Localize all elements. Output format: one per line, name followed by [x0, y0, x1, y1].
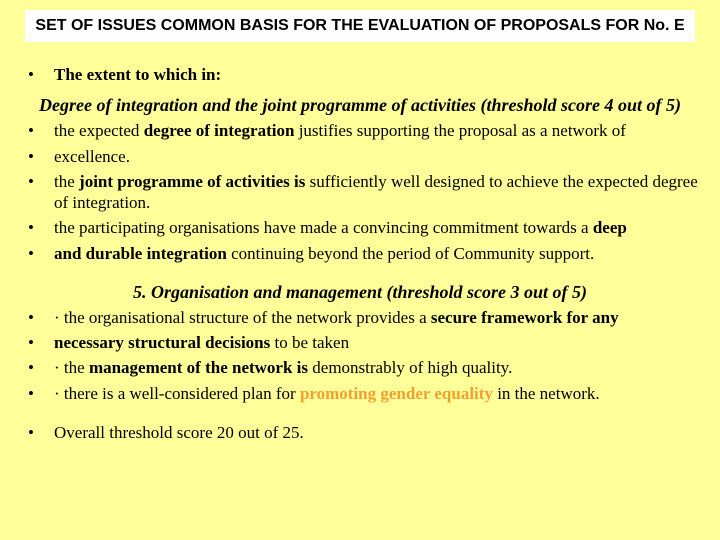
t-bold: secure framework for any [431, 308, 619, 327]
lead-row: • The extent to which in: [22, 64, 698, 85]
lead-text: The extent to which in: [54, 64, 698, 85]
t-bold: necessary structural decisions [54, 333, 270, 352]
list-item: • · the organisational structure of the … [22, 307, 698, 328]
t: in the network. [493, 384, 600, 403]
item-text: · there is a well-considered plan for pr… [54, 383, 698, 404]
t: the [54, 172, 79, 191]
list-item: • · there is a well-considered plan for … [22, 383, 698, 404]
item-text: and durable integration continuing beyon… [54, 243, 698, 264]
item-text: · the management of the network is demon… [54, 357, 698, 378]
bullet-icon: • [22, 332, 54, 353]
item-text: necessary structural decisions to be tak… [54, 332, 698, 353]
slide: SET OF ISSUES COMMON BASIS FOR THE EVALU… [0, 0, 720, 540]
t: · the organisational structure of the ne… [54, 308, 431, 327]
section1-heading: Degree of integration and the joint prog… [22, 95, 698, 116]
bullet-icon: • [22, 307, 54, 328]
t-bold: joint programme of activities is [79, 172, 305, 191]
t-bold: deep [593, 218, 627, 237]
bullet-icon: • [22, 217, 54, 238]
t-highlight: promoting gender equality [300, 384, 493, 403]
t-bold: and durable integration [54, 244, 227, 263]
closing-row: • Overall threshold score 20 out of 25. [22, 422, 698, 443]
bullet-icon: • [22, 357, 54, 378]
bullet-icon: • [22, 422, 54, 443]
t: the expected [54, 121, 144, 140]
t: · there is a well-considered plan for [54, 384, 300, 403]
list-item: • the expected degree of integration jus… [22, 120, 698, 141]
section2-heading: 5. Organisation and management (threshol… [22, 282, 698, 303]
t: justifies supporting the proposal as a n… [294, 121, 625, 140]
item-text: the expected degree of integration justi… [54, 120, 698, 141]
closing-text: Overall threshold score 20 out of 25. [54, 422, 698, 443]
t: continuing beyond the period of Communit… [227, 244, 594, 263]
bullet-icon: • [22, 243, 54, 264]
t: to be taken [270, 333, 349, 352]
t: · the [54, 358, 89, 377]
item-text: the participating organisations have mad… [54, 217, 698, 238]
item-text: excellence. [54, 146, 698, 167]
bullet-icon: • [22, 146, 54, 167]
item-text: · the organisational structure of the ne… [54, 307, 698, 328]
spacer [22, 408, 698, 422]
t-bold: degree of integration [144, 121, 295, 140]
t-bold: management of the network is [89, 358, 308, 377]
bullet-icon: • [22, 64, 54, 85]
slide-title: SET OF ISSUES COMMON BASIS FOR THE EVALU… [25, 10, 695, 42]
bullet-icon: • [22, 171, 54, 192]
t: demonstrably of high quality. [308, 358, 512, 377]
item-text: the joint programme of activities is suf… [54, 171, 698, 214]
list-item: • the participating organisations have m… [22, 217, 698, 238]
t: the participating organisations have mad… [54, 218, 593, 237]
list-item: • excellence. [22, 146, 698, 167]
list-item: • · the management of the network is dem… [22, 357, 698, 378]
list-item: • the joint programme of activities is s… [22, 171, 698, 214]
bullet-icon: • [22, 383, 54, 404]
bullet-icon: • [22, 120, 54, 141]
list-item: • and durable integration continuing bey… [22, 243, 698, 264]
list-item: • necessary structural decisions to be t… [22, 332, 698, 353]
